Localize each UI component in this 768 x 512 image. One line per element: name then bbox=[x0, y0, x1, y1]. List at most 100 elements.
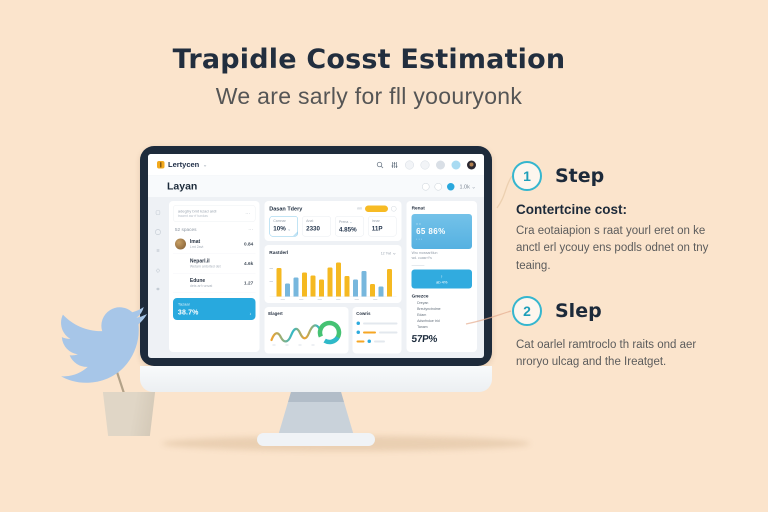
bar bbox=[284, 283, 291, 297]
chevron-down-icon: ⌄ bbox=[349, 219, 353, 225]
app-topbar: Lertycen ⌄ bbox=[148, 154, 484, 176]
legend-card: Cowris bbox=[352, 307, 402, 354]
logo-icon bbox=[157, 161, 165, 169]
stats-card-title: Dasan Tdery bbox=[269, 205, 303, 212]
list-item[interactable]: Neparl.il Wetam antorted det 4.6k bbox=[172, 254, 256, 274]
avatar[interactable] bbox=[467, 160, 476, 170]
list-item[interactable]: Edune dets arf runvat 1.27 bbox=[172, 274, 256, 293]
theme-icon[interactable] bbox=[451, 160, 461, 170]
line-chart bbox=[270, 320, 342, 346]
help-icon[interactable] bbox=[436, 160, 445, 170]
breakdown-row: Tanam bbox=[412, 326, 472, 330]
clock-icon[interactable] bbox=[421, 182, 430, 191]
monitor-base bbox=[257, 433, 375, 446]
page-subtitle: We are sarly for fll yoouryonk bbox=[215, 83, 523, 109]
right-panel: Renat ≈≈ 65 86% ••• Wru mceaarMun wd. cu… bbox=[406, 201, 477, 352]
dot-icon bbox=[367, 339, 371, 343]
list-header: 52 spaces bbox=[174, 227, 197, 233]
bar bbox=[378, 286, 384, 297]
refresh-icon[interactable] bbox=[391, 206, 397, 212]
arrow-up-icon: ↑ bbox=[440, 273, 443, 279]
nav-rail: ▢ ◯ ≡ ◇ ⌗ bbox=[152, 201, 164, 352]
bullet-icon bbox=[412, 314, 415, 317]
bar bbox=[369, 284, 376, 297]
rail-grid-icon[interactable]: ⌗ bbox=[156, 286, 160, 293]
legend-row bbox=[356, 330, 398, 334]
total-value: 57P% bbox=[411, 333, 438, 345]
step-2-number: 2 bbox=[512, 296, 542, 326]
bar bbox=[310, 275, 316, 297]
secondary-score-card[interactable]: ↑ ab 4% bbox=[411, 269, 472, 289]
page-title: Trapidle Cosst Estimation bbox=[172, 44, 566, 75]
mini-card-line2: traamt aw rf tundas bbox=[177, 214, 208, 219]
step-1-body: Cra eotaiapion s raat yourl eret on ke a… bbox=[516, 225, 709, 272]
step-1-subtitle: Contertcine cost: bbox=[516, 202, 628, 217]
x-axis-ticks bbox=[269, 299, 396, 300]
step-1-title: Step bbox=[555, 165, 605, 187]
metric-dropdown[interactable]: 1.0k ⌄ bbox=[459, 183, 476, 190]
stat-tile[interactable]: Camnar 10% ⌄ bbox=[269, 216, 299, 237]
mini-card-line1: adegtry bmt kzad ardl bbox=[177, 209, 217, 214]
caret-icon: › bbox=[249, 311, 252, 318]
rail-assets-icon[interactable]: ◇ bbox=[155, 267, 161, 274]
avatar bbox=[175, 258, 186, 269]
score-card[interactable]: ≈≈ 65 86% ••• bbox=[411, 214, 472, 249]
dot-icon bbox=[356, 321, 360, 325]
bullet-icon bbox=[412, 326, 415, 329]
logo-text: Lertycen bbox=[168, 160, 200, 170]
kebab-icon[interactable]: ⋯ bbox=[248, 227, 254, 233]
notifications-icon[interactable] bbox=[405, 160, 414, 170]
bar bbox=[301, 272, 308, 297]
list-item[interactable]: Imat Lmt 2avt 0.84 bbox=[172, 235, 256, 254]
settings-icon[interactable] bbox=[434, 182, 442, 191]
rail-reports-icon[interactable]: ◯ bbox=[154, 229, 162, 235]
bar bbox=[344, 276, 350, 297]
bullet-icon bbox=[412, 320, 415, 323]
apps-icon[interactable] bbox=[420, 160, 430, 170]
bullet-icon bbox=[412, 308, 415, 311]
plant-pot bbox=[102, 392, 156, 436]
page-header: Layan 1.0k ⌄ bbox=[148, 176, 484, 197]
breakdown-row: Edam bbox=[412, 314, 472, 318]
monitor-screen: Lertycen ⌄ Layan bbox=[148, 154, 484, 358]
bar bbox=[335, 262, 342, 297]
primary-action-button[interactable] bbox=[365, 205, 389, 212]
chevron-down-icon: ⌄ bbox=[287, 227, 291, 232]
user-dot-icon[interactable] bbox=[446, 182, 455, 191]
filter-icon[interactable] bbox=[391, 161, 399, 169]
bar bbox=[293, 277, 299, 297]
divider bbox=[411, 265, 425, 267]
twitter-bird-icon bbox=[61, 306, 147, 383]
bar bbox=[386, 268, 393, 297]
highlight-card[interactable]: Tazaar 38.7% › bbox=[172, 298, 256, 320]
step-2: 2 Slep bbox=[512, 296, 602, 326]
stat-tile: Prena ⌄ 4.85% bbox=[334, 216, 364, 237]
step-2-title: Slep bbox=[555, 300, 602, 322]
bar bbox=[276, 268, 282, 297]
app-logo[interactable]: Lertycen ⌄ bbox=[157, 160, 208, 170]
bar-chart-range-dropdown[interactable]: 12 7wt ⌄ bbox=[380, 250, 397, 256]
left-panel: adegtry bmt kzad ardl traamt aw rf tunda… bbox=[168, 201, 260, 352]
bar bbox=[352, 279, 359, 297]
note-line: wd. cuasrrYs bbox=[411, 256, 432, 261]
stat-tile: Innar 11P bbox=[367, 216, 397, 237]
summary-mini-card[interactable]: adegtry bmt kzad ardl traamt aw rf tunda… bbox=[172, 205, 256, 222]
search-icon[interactable] bbox=[376, 161, 384, 169]
breakdown-row: Adsnfndue trid bbox=[412, 320, 472, 324]
step-1: 1 Step bbox=[512, 161, 604, 191]
monitor-stand bbox=[278, 392, 354, 436]
bar bbox=[327, 267, 333, 297]
breakdown-row: Dreyan bbox=[412, 302, 472, 306]
rail-home-icon[interactable]: ▢ bbox=[155, 209, 161, 216]
stats-card: Dasan Tdery nm Camnar 10% ⌄ bbox=[264, 201, 402, 241]
line-chart-title: Elagert bbox=[268, 311, 283, 316]
breakdown-row: Breutynctndme bbox=[412, 308, 472, 312]
legend-card-title: Cowris bbox=[356, 311, 371, 316]
chevron-down-icon: ⌄ bbox=[202, 162, 208, 168]
right-panel-title: Renat bbox=[411, 205, 425, 212]
rail-list-icon[interactable]: ≡ bbox=[156, 248, 160, 254]
bar-chart bbox=[269, 260, 397, 297]
avatar bbox=[175, 278, 186, 289]
breakdown-title: Gnezce bbox=[411, 293, 429, 300]
kebab-icon[interactable]: ⋯ bbox=[245, 210, 251, 217]
